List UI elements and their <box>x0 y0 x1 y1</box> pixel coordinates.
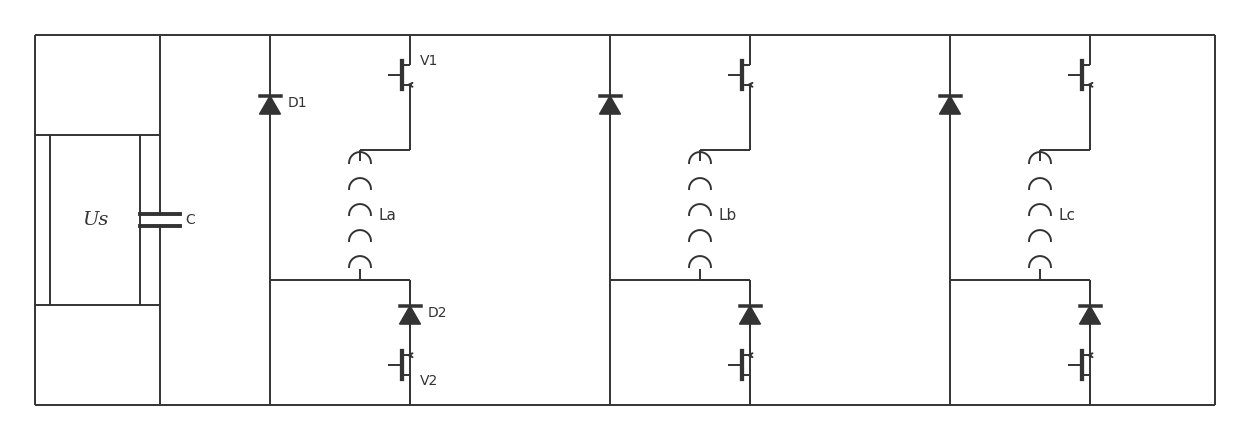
Text: C: C <box>185 213 195 227</box>
Text: Lb: Lb <box>719 208 737 223</box>
Polygon shape <box>1080 306 1101 324</box>
Text: D2: D2 <box>428 306 448 320</box>
Text: V1: V1 <box>420 54 439 68</box>
Text: Lc: Lc <box>1059 208 1076 223</box>
Text: La: La <box>379 208 397 223</box>
Polygon shape <box>940 96 961 114</box>
Bar <box>50 135 140 305</box>
Text: V2: V2 <box>420 374 438 388</box>
Polygon shape <box>399 306 420 324</box>
Polygon shape <box>599 96 620 114</box>
Text: Us: Us <box>82 211 108 229</box>
Text: D1: D1 <box>288 96 308 110</box>
Polygon shape <box>259 96 280 114</box>
Polygon shape <box>739 306 760 324</box>
